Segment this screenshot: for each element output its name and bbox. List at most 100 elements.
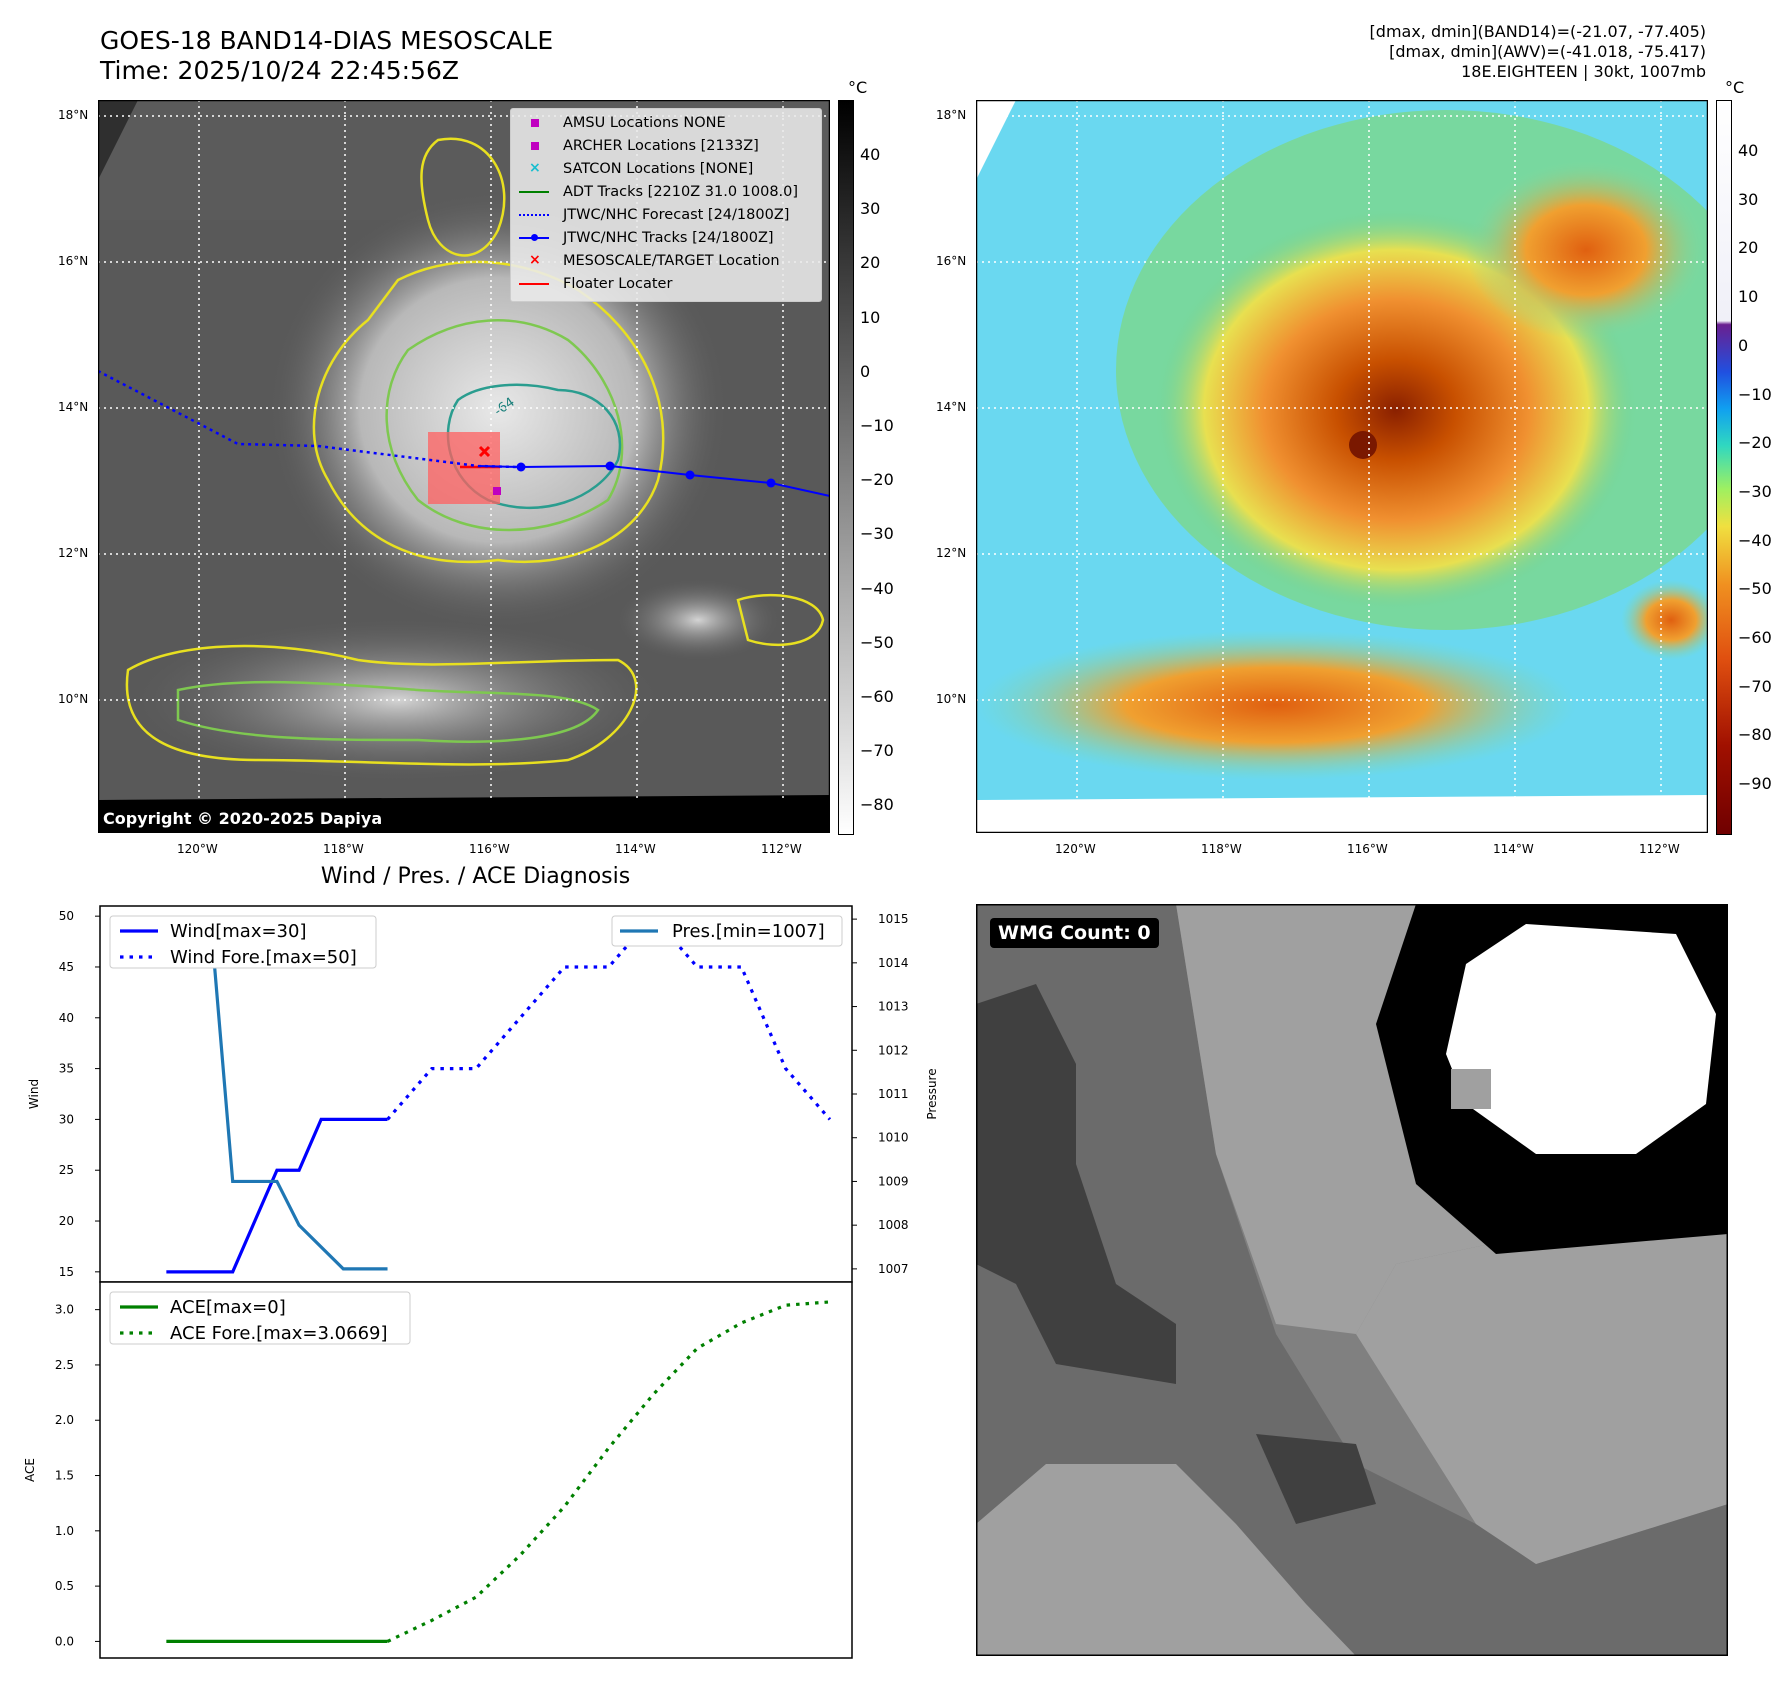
- pressure-tick-label: 1007: [878, 1262, 909, 1276]
- ace-tick-label: 1.5: [55, 1469, 74, 1483]
- ace-axis-label: ACE: [23, 1458, 37, 1482]
- legend-label: JTWC/NHC Tracks [24/1800Z]: [563, 230, 774, 246]
- colorbar-tick-label: −20: [860, 470, 894, 490]
- wv-colorbar-unit: °C: [1725, 78, 1745, 97]
- colorbar-tick-label: −30: [860, 524, 894, 544]
- wind-tick-label: 15: [59, 1265, 74, 1279]
- longitude-label: 116°W: [469, 842, 510, 856]
- wind-tick-label: 40: [59, 1011, 74, 1025]
- legend-label: Pres.[min=1007]: [672, 921, 825, 942]
- ace-tick-label: 0.0: [55, 1634, 74, 1648]
- legend-label: ARCHER Locations [2133Z]: [563, 138, 759, 154]
- ir-colorbar-unit: °C: [848, 78, 868, 97]
- wv-gridlines: [976, 100, 1708, 833]
- wv-southern-band: [976, 630, 1576, 780]
- wind-tick-label: 25: [59, 1163, 74, 1177]
- pressure-tick-label: 1012: [878, 1043, 909, 1057]
- pressure-legend-box: [611, 915, 843, 947]
- legend-label: SATCON Locations [NONE]: [563, 161, 754, 177]
- colorbar-tick-label: −50: [1738, 579, 1772, 599]
- colorbar-tick-label: −40: [860, 578, 894, 598]
- series-line: [166, 1117, 388, 1274]
- latitude-label: 16°N: [936, 254, 967, 268]
- info-storm: 18E.EIGHTEEN | 30kt, 1007mb: [1461, 62, 1706, 81]
- colorbar-tick-label: −60: [860, 687, 894, 706]
- legend-symbol: [519, 205, 549, 225]
- longitude-label: 112°W: [1639, 842, 1680, 856]
- colorbar-tick-label: 20: [860, 253, 881, 273]
- legend-symbol: [519, 228, 549, 248]
- colorbar-tick-label: −50: [860, 632, 894, 652]
- legend-symbol: ×: [529, 160, 541, 176]
- pressure-tick-label: 1008: [878, 1218, 909, 1232]
- latitude-label: 18°N: [936, 108, 967, 122]
- legend-label: JTWC/NHC Forecast [24/1800Z]: [563, 207, 790, 223]
- colorbar-tick-label: 0: [1738, 335, 1749, 355]
- latitude-label: 10°N: [936, 692, 967, 706]
- pressure-tick-label: 1015: [878, 912, 909, 926]
- colorbar-tick-label: −30: [1738, 481, 1772, 501]
- pressure-tick-label: 1013: [878, 1000, 909, 1014]
- track-points: [516, 461, 776, 488]
- legend-entry: × MESOSCALE/TARGET Location: [519, 251, 819, 271]
- legend-label: ACE[max=0]: [170, 1297, 286, 1318]
- legend-label: MESOSCALE/TARGET Location: [563, 253, 780, 269]
- colorbar-tick-label: 10: [860, 307, 881, 327]
- latitude-label: 12°N: [58, 546, 89, 560]
- ace-legend-box: [109, 1291, 411, 1345]
- wind-tick-label: 35: [59, 1062, 74, 1076]
- colorbar-tick-label: −90: [1738, 774, 1772, 794]
- colorbar-tick-label: −60: [1738, 628, 1772, 647]
- ace-chart-frame: [99, 1281, 853, 1659]
- legend-entry: JTWC/NHC Tracks [24/1800Z]: [519, 228, 819, 248]
- pressure-tick-label: 1011: [878, 1087, 909, 1101]
- wmg-white-core: [1446, 924, 1716, 1154]
- latitude-label: 18°N: [58, 108, 89, 122]
- ir-colorbar: [838, 100, 854, 835]
- latitude-label: 10°N: [58, 692, 89, 706]
- legend-label: AMSU Locations NONE: [563, 115, 726, 131]
- colorbar-tick-label: 30: [860, 199, 881, 219]
- ace-tick-label: 1.0: [55, 1524, 74, 1538]
- target-location-marker: [478, 445, 491, 458]
- best-track: [477, 464, 830, 497]
- ace-tick-label: 0.5: [55, 1579, 74, 1593]
- latitude-label: 14°N: [58, 400, 89, 414]
- longitude-label: 114°W: [615, 842, 656, 856]
- legend-symbol: [519, 182, 549, 202]
- legend-symbol: [519, 136, 549, 156]
- colorbar-tick-label: −80: [860, 795, 894, 815]
- figure-title: GOES-18 BAND14-DIAS MESOSCALE: [100, 26, 554, 55]
- legend-entry: AMSU Locations NONE: [519, 113, 819, 133]
- ir-legend: AMSU Locations NONE ARCHER Locations [213…: [510, 108, 822, 302]
- legend-entry: JTWC/NHC Forecast [24/1800Z]: [519, 205, 819, 225]
- colorbar-tick-label: 20: [1738, 238, 1759, 258]
- wmg-count-badge: WMG Count: 0: [990, 918, 1159, 948]
- longitude-label: 116°W: [1347, 842, 1388, 856]
- legend-entry: ADT Tracks [2210Z 31.0 1008.0]: [519, 182, 819, 202]
- longitude-label: 112°W: [761, 842, 802, 856]
- legend-symbol: [519, 274, 549, 294]
- wmg-panel: .: [976, 904, 1728, 1656]
- colorbar-tick-label: −80: [1738, 725, 1772, 745]
- wind-tick-label: 45: [59, 960, 74, 974]
- wv-satellite-panel: [976, 100, 1708, 833]
- colorbar-tick-label: −10: [860, 416, 894, 435]
- colorbar-tick-label: −40: [1738, 530, 1772, 550]
- wind-tick-label: 20: [59, 1214, 74, 1228]
- pressure-axis-label: Pressure: [925, 1068, 939, 1119]
- archer-location-marker: [493, 487, 501, 495]
- colorbar-tick-label: −70: [860, 741, 894, 761]
- colorbar-tick-label: 10: [1738, 287, 1759, 307]
- figure-time: Time: 2025/10/24 22:45:56Z: [100, 56, 459, 85]
- legend-symbol: ×: [529, 252, 541, 268]
- colorbar-tick-label: 30: [1738, 189, 1759, 209]
- diagnosis-chart: 50 45 40 35 30 25 20 15 1015 1014 1013 1012 1011 1010…: [23, 905, 939, 1659]
- wind-tick-label: 30: [59, 1112, 74, 1126]
- latitude-label: 14°N: [936, 400, 967, 414]
- wind-legend-box: [109, 915, 377, 969]
- info-awv: [dmax, dmin](AWV)=(-41.018, -75.417): [1389, 42, 1706, 61]
- wv-colorbar: [1716, 100, 1732, 835]
- wind-axis-label: Wind: [27, 1079, 41, 1109]
- legend-entry: ARCHER Locations [2133Z]: [519, 136, 819, 156]
